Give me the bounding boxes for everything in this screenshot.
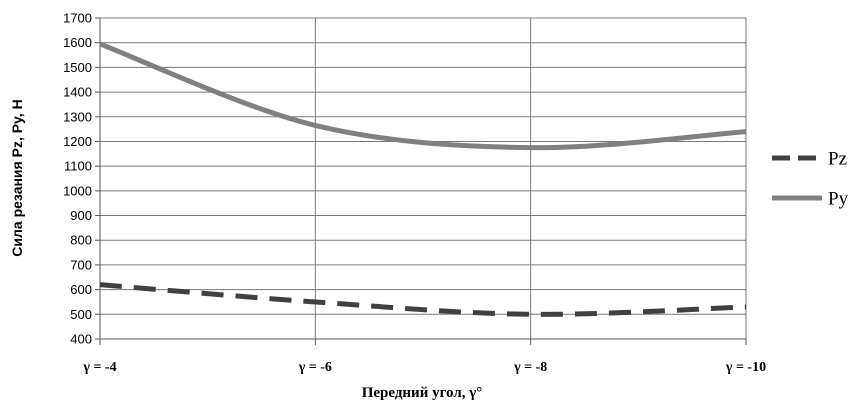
legend-label-py: Py (828, 189, 849, 210)
y-tick-label: 400 (70, 332, 92, 347)
y-tick-label: 1300 (63, 109, 92, 124)
y-tick-label: 800 (70, 233, 92, 248)
y-tick-labels: 400 500 600 700 800 900 1000 1100 1200 1300 1400 15… (63, 11, 92, 347)
x-axis-title: Передний угол, γ° (362, 385, 483, 401)
y-tick-label: 600 (70, 282, 92, 297)
y-tick-label: 1200 (63, 134, 92, 149)
y-tick-label: 1400 (63, 85, 92, 100)
x-tick-label: γ = -4 (82, 360, 116, 375)
x-tick-labels: γ = -4 γ = -6 γ = -8 γ = -10 (82, 360, 766, 375)
legend-label-pz: Pz (828, 149, 847, 170)
y-tick-label: 700 (70, 257, 92, 272)
y-tick-label: 1500 (63, 60, 92, 75)
series-lines (99, 41, 747, 317)
x-tick-label: γ = -8 (513, 360, 547, 375)
series-line-pz (99, 282, 747, 317)
y-axis-title: Сила резания Pz, Py, Н (9, 99, 25, 256)
gridlines (100, 17, 747, 340)
legend: Pz Py (772, 149, 849, 210)
series-line-py (99, 41, 747, 151)
y-tick-label: 1000 (63, 183, 92, 198)
y-tick-label: 500 (70, 307, 92, 322)
x-tick-label: γ = -6 (298, 360, 332, 375)
y-tick-label: 900 (70, 208, 92, 223)
y-tick-label: 1600 (63, 35, 92, 50)
y-tick-label: 1100 (64, 159, 92, 174)
x-tick-label: γ = -10 (725, 360, 766, 375)
y-tick-label: 1700 (63, 11, 92, 26)
